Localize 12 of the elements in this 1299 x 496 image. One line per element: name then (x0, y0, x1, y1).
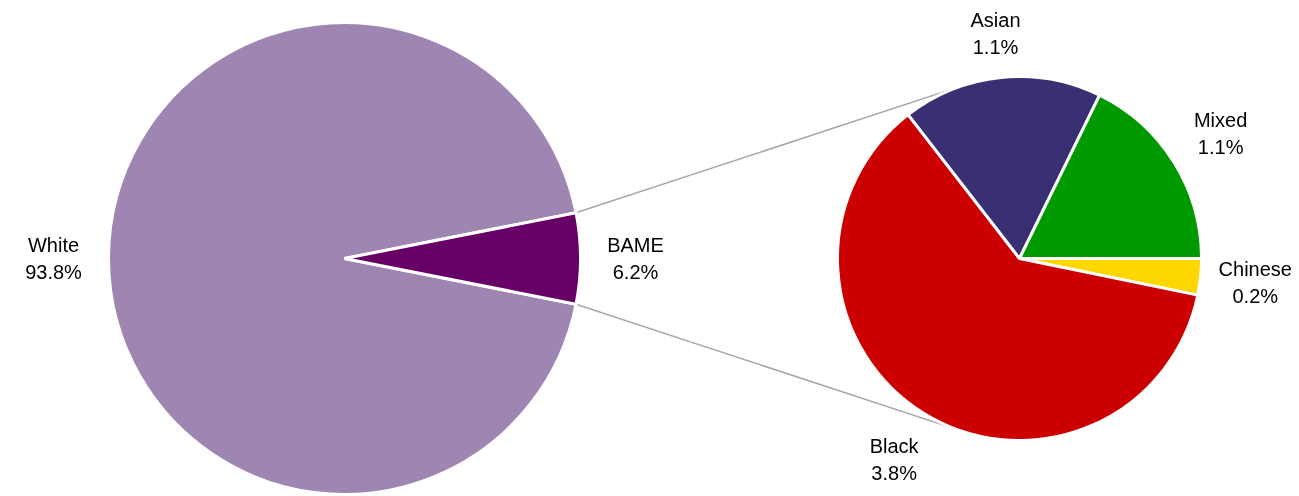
data-label: 3.8% (871, 462, 918, 485)
slice-label: White (27, 234, 80, 256)
data-label: 93.8% (25, 261, 83, 283)
data-label: 6.2% (612, 261, 659, 283)
data-label: 1.1% (1197, 135, 1244, 158)
slice-label: BAME (607, 234, 664, 256)
slice-label: Chinese (1218, 257, 1292, 280)
slice-label: Mixed (1193, 108, 1248, 131)
slice-label: Black (869, 435, 920, 458)
data-label: 1.1% (972, 36, 1019, 58)
data-label: 0.2% (1232, 284, 1279, 307)
slice-label: Asian (970, 9, 1021, 31)
